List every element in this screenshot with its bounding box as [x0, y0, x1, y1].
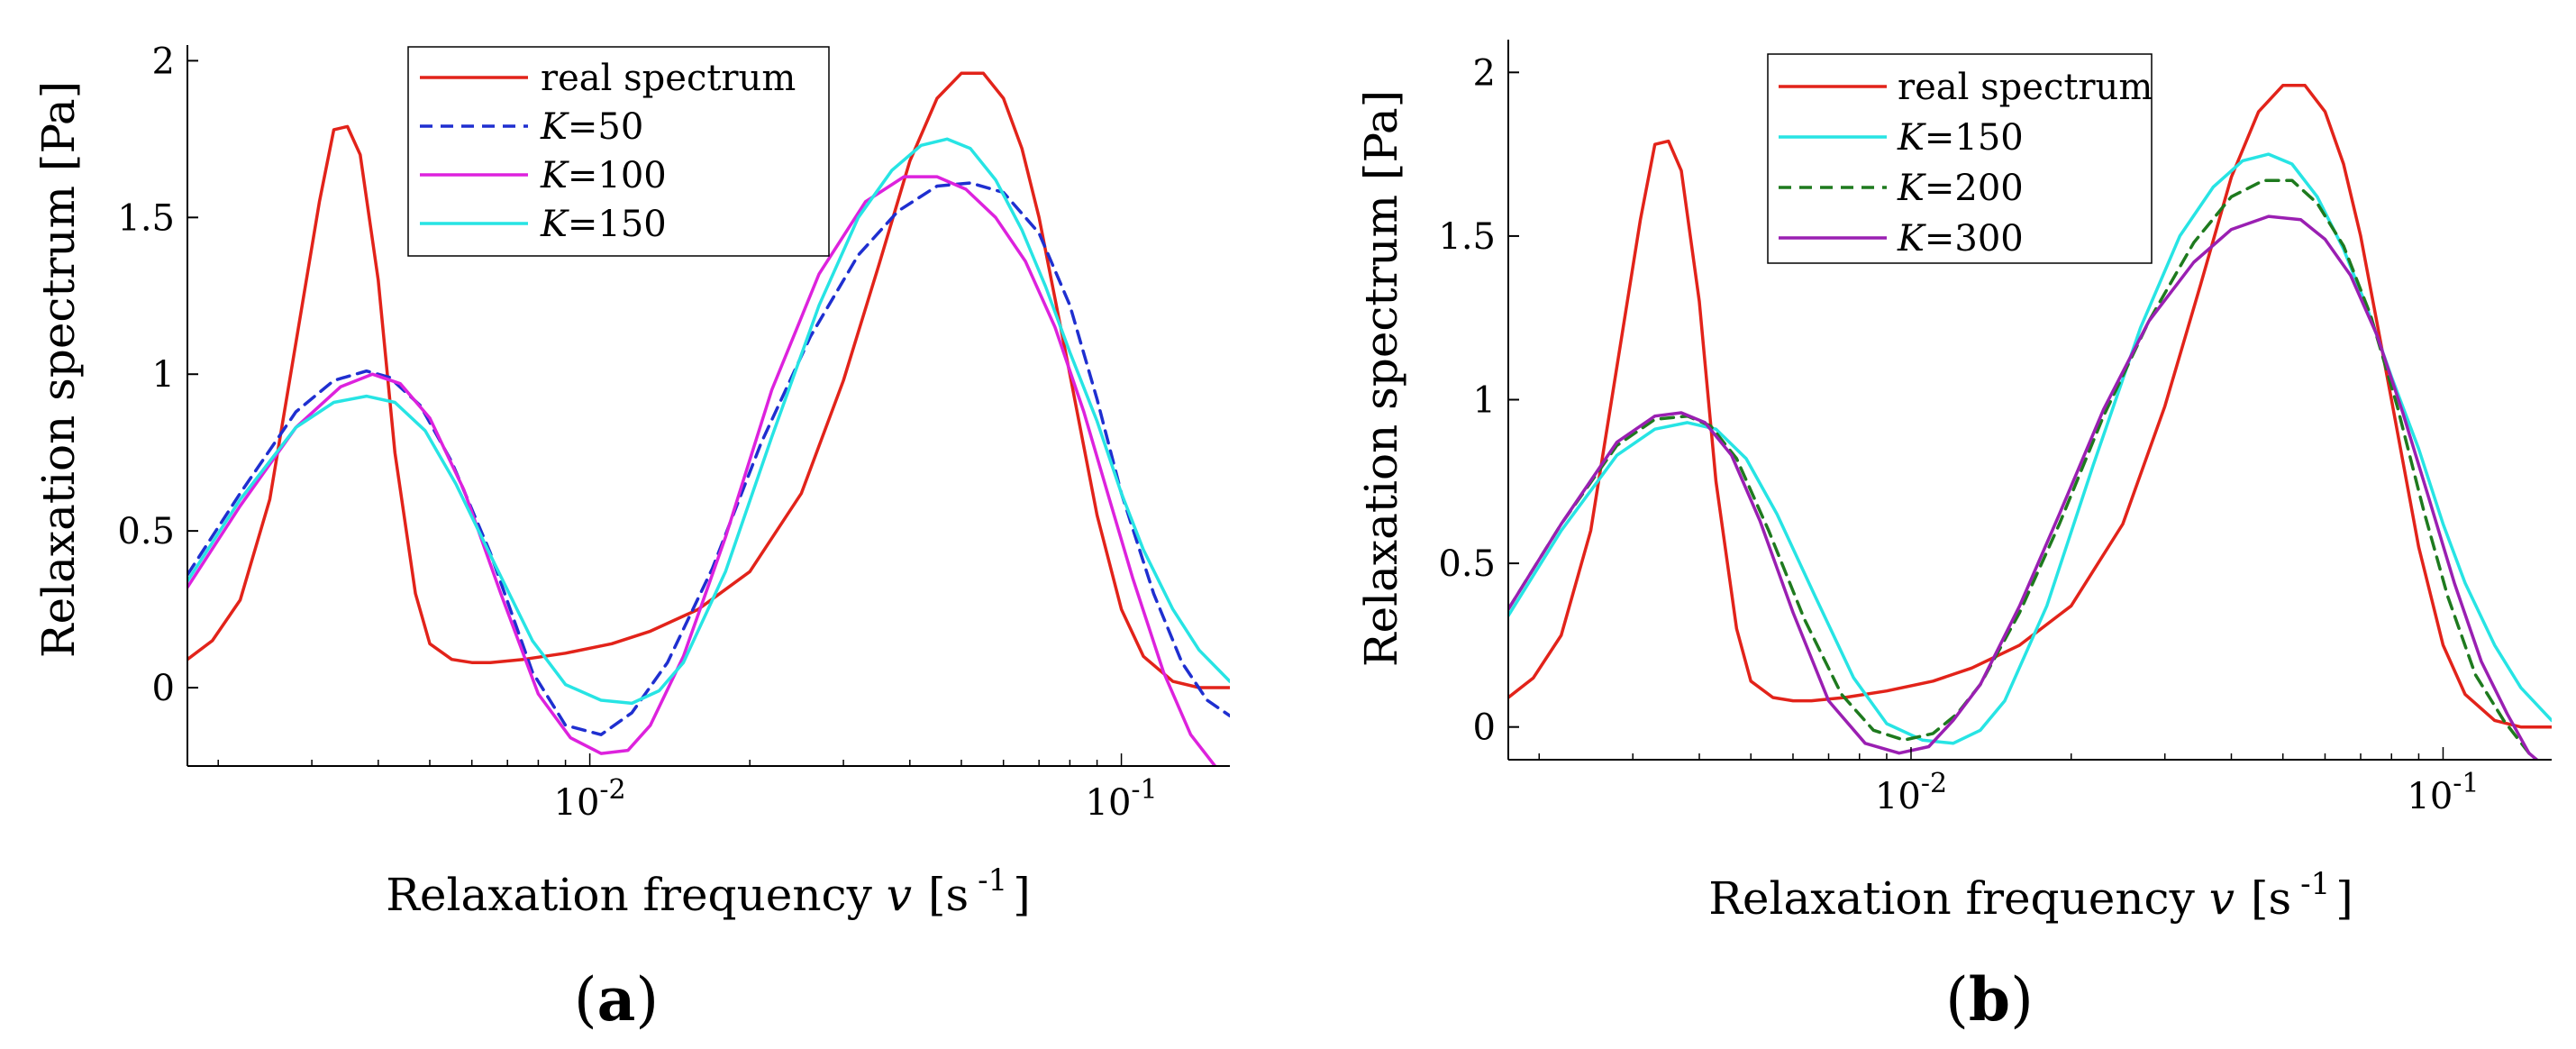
- panel-a-x-tick-label: 10-2: [554, 774, 626, 824]
- legend-entry-real-spectrum: real spectrum: [420, 58, 796, 99]
- legend-label-b-k300-value: =300: [1925, 218, 2024, 260]
- panel-a-y-tick-label: 2: [152, 41, 175, 82]
- x-tick-label-base: 10: [1875, 776, 1921, 817]
- panel-a-y-axis-title: Relaxation spectrum [Pa]: [32, 81, 85, 658]
- panel-b-y-tick-label: 1.5: [1438, 216, 1496, 258]
- legend-label-b-k150: K=150: [1897, 117, 2024, 159]
- legend-label-k100: K=100: [540, 155, 667, 196]
- panel-a-label-letter: a: [597, 964, 636, 1035]
- x-tick-label-base: 10: [2407, 776, 2453, 817]
- panel-b-x-axis-var: v: [2209, 872, 2235, 925]
- panel-a-y-tick-label: 1.5: [117, 197, 175, 239]
- panel-a-y-tick-label: 0: [152, 668, 175, 709]
- panel-b-legend-box: [1767, 53, 2153, 264]
- legend-entry-k100: K=100: [420, 155, 667, 196]
- panel-a-label-close: ): [635, 965, 659, 1035]
- legend-entry-k150: K=150: [420, 204, 667, 245]
- legend-label-b-k150-prefix: K: [1897, 117, 1926, 159]
- panel-a-label: (a): [574, 964, 659, 1035]
- x-tick-label-exp: -2: [1921, 768, 1947, 799]
- x-tick-label-base: 10: [554, 782, 600, 824]
- legend-entry-b-k200: K=200: [1779, 168, 2024, 209]
- panel-a-x-tick-label: 10-1: [1086, 774, 1158, 824]
- panel-b-legend: real spectrum K=150 K=200 K=300: [1767, 53, 2153, 264]
- x-tick-label-base: 10: [1086, 782, 1132, 824]
- panel-b-x-axis-title-text: Relaxation frequency: [1708, 872, 2208, 925]
- panel-a-x-axis-unit: [s: [928, 869, 969, 921]
- legend-label-b-k150-value: =150: [1925, 117, 2024, 159]
- panel-a-x-axis-unit-close: ]: [1013, 869, 1031, 921]
- panel-b-y-tick-label: 0.5: [1438, 543, 1496, 585]
- legend-label-k150: K=150: [540, 204, 667, 245]
- panel-a-legend-box: [407, 46, 830, 257]
- panel-b-x-axis-title: Relaxation frequency v [s -1]: [1708, 866, 2353, 925]
- legend-entry-k50: K=50: [420, 106, 643, 148]
- panel-a-x-axis-title-text: Relaxation frequency: [386, 869, 886, 921]
- legend-label-k50: K=50: [540, 106, 643, 148]
- panel-b-x-axis-unit-close: ]: [2335, 872, 2353, 925]
- panel-b-label-letter: b: [1969, 964, 2010, 1035]
- legend-entry-b-real-spectrum: real spectrum: [1779, 67, 2153, 108]
- panel-a-axes: [187, 45, 1230, 767]
- legend-label-b-k300: K=300: [1897, 218, 2024, 260]
- panel-b-series-k-150: [1508, 152, 2552, 745]
- panel-b-label: (b): [1945, 964, 2034, 1035]
- panel-b-y-tick-label: 0: [1473, 707, 1496, 749]
- panel-a-x-axis-unit-exp: -1: [978, 862, 1007, 898]
- legend-label-b-real-spectrum: real spectrum: [1898, 67, 2153, 108]
- legend-label-b-k200-prefix: K: [1897, 168, 1926, 209]
- panel-b-x-axis-unit: [s: [2251, 872, 2291, 925]
- panel-a-x-axis-var: v: [887, 869, 912, 921]
- panel-b-label-open: (: [1945, 965, 1969, 1035]
- panel-b-x-axis-unit-exp: -1: [2300, 866, 2330, 902]
- panel-b-y-axis-title: Relaxation spectrum [Pa]: [1355, 90, 1407, 667]
- panel-b-x-tick-label: 10-1: [2407, 768, 2479, 817]
- legend-label-b-k300-prefix: K: [1897, 218, 1926, 260]
- x-tick-label-exp: -2: [599, 774, 625, 806]
- legend-label-k50-prefix: K: [540, 106, 569, 148]
- x-tick-label-exp: -1: [2453, 768, 2479, 799]
- legend-label-k100-prefix: K: [540, 155, 569, 196]
- panel-b-y-tick-label: 1: [1473, 380, 1496, 422]
- panel-a-x-axis-title: Relaxation frequency v [s -1]: [386, 862, 1031, 921]
- panel-a-y-tick-label: 1: [152, 354, 175, 396]
- legend-label-b-k200: K=200: [1897, 168, 2024, 209]
- legend-label-k150-prefix: K: [540, 204, 569, 245]
- legend-label-k150-value: =150: [568, 204, 667, 245]
- panel-b-x-tick-label: 10-2: [1875, 768, 1947, 817]
- panel-a-series-k-50: [187, 181, 1230, 736]
- panel-a-series-k-150: [187, 137, 1230, 706]
- legend-label-k100-value: =100: [568, 155, 667, 196]
- panel-b-series-group: [1508, 84, 2552, 760]
- legend-entry-b-k300: K=300: [1779, 218, 2024, 260]
- panel-a-y-tick-label: 0.5: [117, 511, 175, 552]
- panel-b-series-k-200: [1508, 178, 2540, 760]
- legend-label-real-spectrum: real spectrum: [541, 58, 796, 99]
- panel-b-series-k-300: [1508, 214, 2540, 760]
- panel-a-legend: real spectrum K=50 K=100 K=150: [407, 46, 830, 257]
- panel-a-series-group: [187, 71, 1230, 766]
- legend-entry-b-k150: K=150: [1779, 117, 2024, 159]
- legend-label-k50-value: =50: [568, 106, 643, 148]
- x-tick-label-exp: -1: [1131, 774, 1157, 806]
- panel-a-series-k-100: [187, 175, 1217, 766]
- panel-b-y-tick-label: 2: [1473, 52, 1496, 94]
- panel-b-label-close: ): [2010, 965, 2034, 1035]
- legend-label-b-k200-value: =200: [1925, 168, 2024, 209]
- panel-a-label-open: (: [574, 965, 597, 1035]
